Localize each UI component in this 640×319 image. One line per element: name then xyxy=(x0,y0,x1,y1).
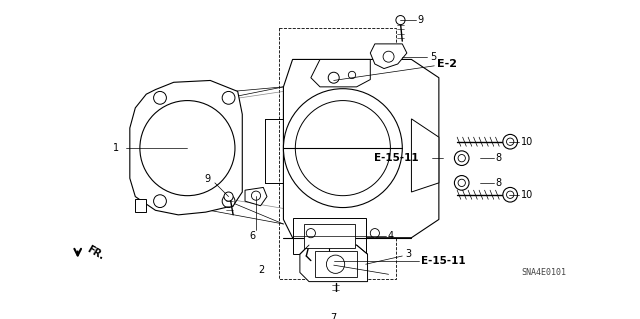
Circle shape xyxy=(140,100,235,196)
Text: 7: 7 xyxy=(331,313,337,319)
Circle shape xyxy=(284,89,403,208)
Circle shape xyxy=(328,72,339,83)
Text: E-15-11: E-15-11 xyxy=(420,256,465,266)
Polygon shape xyxy=(135,199,147,212)
Polygon shape xyxy=(130,80,243,215)
Text: 3: 3 xyxy=(405,249,411,259)
Circle shape xyxy=(154,92,166,104)
Polygon shape xyxy=(412,119,439,192)
Text: 2: 2 xyxy=(258,265,264,275)
Polygon shape xyxy=(300,245,367,282)
Circle shape xyxy=(503,134,518,149)
Polygon shape xyxy=(371,44,407,69)
Circle shape xyxy=(348,71,356,78)
Circle shape xyxy=(224,192,233,201)
Circle shape xyxy=(454,151,469,166)
Circle shape xyxy=(326,255,345,273)
Text: 9: 9 xyxy=(204,174,211,184)
Circle shape xyxy=(307,229,316,238)
Circle shape xyxy=(458,179,465,187)
Text: 1: 1 xyxy=(113,143,119,153)
Circle shape xyxy=(503,188,518,202)
Circle shape xyxy=(371,229,380,238)
Text: E-15-11: E-15-11 xyxy=(374,153,419,163)
Text: 5: 5 xyxy=(429,52,436,62)
Polygon shape xyxy=(245,188,267,206)
Circle shape xyxy=(506,191,514,198)
Circle shape xyxy=(331,295,340,304)
Polygon shape xyxy=(284,59,439,238)
Bar xyxy=(292,218,365,254)
Circle shape xyxy=(506,138,514,145)
Text: SNA4E0101: SNA4E0101 xyxy=(522,268,566,277)
Circle shape xyxy=(252,191,260,200)
Bar xyxy=(303,224,355,248)
Text: 10: 10 xyxy=(521,137,533,147)
Circle shape xyxy=(154,195,166,208)
Circle shape xyxy=(222,92,235,104)
Text: FR.: FR. xyxy=(85,244,106,262)
Text: 4: 4 xyxy=(388,231,394,241)
Text: 9: 9 xyxy=(418,15,424,25)
Text: 8: 8 xyxy=(495,153,502,163)
Text: 6: 6 xyxy=(249,231,255,241)
Polygon shape xyxy=(311,59,371,87)
Bar xyxy=(279,28,396,278)
Text: 8: 8 xyxy=(495,178,502,188)
Circle shape xyxy=(454,175,469,190)
Circle shape xyxy=(396,16,405,25)
Circle shape xyxy=(222,195,235,208)
Text: E-2: E-2 xyxy=(437,59,457,69)
Circle shape xyxy=(295,100,390,196)
Circle shape xyxy=(458,154,465,162)
Circle shape xyxy=(383,51,394,62)
Text: 10: 10 xyxy=(521,190,533,200)
Bar xyxy=(316,251,356,277)
